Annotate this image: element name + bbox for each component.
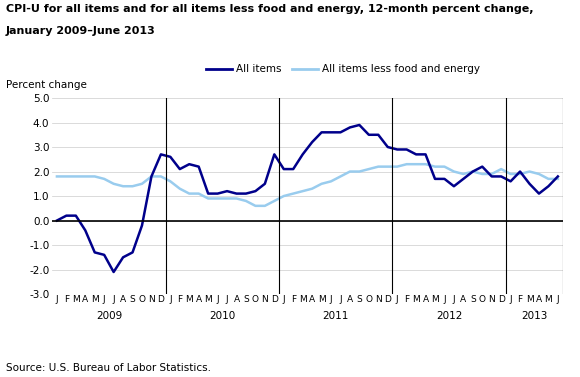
Text: 2011: 2011 [322, 311, 349, 321]
Text: 2009: 2009 [96, 311, 122, 321]
Legend: All items, All items less food and energy: All items, All items less food and energ… [202, 60, 484, 78]
Text: 2010: 2010 [209, 311, 235, 321]
Text: January 2009–June 2013: January 2009–June 2013 [6, 26, 155, 37]
Text: Source: U.S. Bureau of Labor Statistics.: Source: U.S. Bureau of Labor Statistics. [6, 363, 211, 373]
Text: 2012: 2012 [436, 311, 462, 321]
Text: CPI-U for all items and for all items less food and energy, 12-month percent cha: CPI-U for all items and for all items le… [6, 4, 533, 14]
Text: Percent change: Percent change [6, 80, 86, 90]
Text: 2013: 2013 [521, 311, 548, 321]
